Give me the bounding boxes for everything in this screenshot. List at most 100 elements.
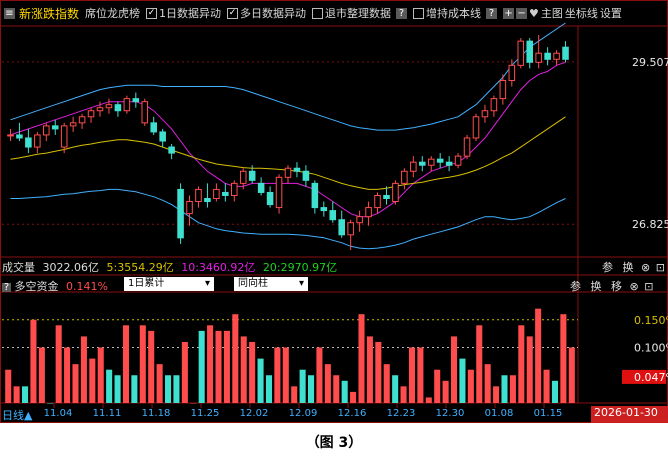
- date-tick-label: 01.08: [485, 408, 514, 419]
- candle-body: [499, 79, 507, 100]
- checkbox-checked-icon[interactable]: ✓: [146, 7, 158, 19]
- flow-bar: [417, 347, 424, 403]
- flow-bar: [173, 375, 180, 403]
- favorite-icon[interactable]: ♥: [529, 6, 539, 20]
- volume-param-button[interactable]: 参: [602, 261, 613, 274]
- flow-bar: [333, 375, 340, 403]
- flow-bar: [316, 347, 323, 403]
- accumulation-select[interactable]: 1日累计 ▾: [124, 277, 214, 291]
- zoom-controls: + − ♥ 主图 坐标线 设置: [503, 5, 622, 21]
- help-icon[interactable]: ?: [396, 7, 408, 19]
- candle-body: [526, 40, 533, 63]
- date-tick-label: 11.04: [44, 408, 73, 419]
- toolbar-item-label: 席位龙虎榜: [85, 7, 141, 20]
- zoom-out-icon[interactable]: −: [516, 7, 528, 19]
- checkbox-checked-icon[interactable]: ✓: [227, 7, 239, 19]
- volume-ma10: 10:3460.92亿: [181, 261, 256, 274]
- volume-switch-button[interactable]: 换: [622, 261, 634, 274]
- flow-bar: [442, 380, 449, 403]
- flow-bar: [299, 369, 306, 403]
- toolbar-item-holding-cost[interactable]: 增持成本线 ?: [413, 5, 498, 21]
- flow-bar: [38, 347, 45, 403]
- candle-body: [356, 216, 363, 224]
- bar-mode-select-value: 同向柱: [238, 278, 268, 289]
- date-tick-label: 11.25: [191, 408, 220, 419]
- volume-total: 3022.06亿: [42, 261, 100, 274]
- flow-bar: [400, 386, 407, 403]
- chart-menu-icon[interactable]: ≡: [4, 7, 15, 19]
- date-tick-label: 11.11: [93, 408, 122, 419]
- ma-line-upper: [10, 22, 566, 131]
- flow-bar: [383, 364, 390, 403]
- date-tick-label: 01.15: [534, 408, 563, 419]
- figure-caption: （图 3）: [305, 435, 363, 451]
- candle-body: [320, 207, 328, 212]
- toolbar-item-seat-ranking[interactable]: 席位龙虎榜: [85, 5, 140, 21]
- flow-bar: [358, 314, 365, 403]
- volume-maximize-icon[interactable]: ⊡: [655, 261, 665, 274]
- axis-line-button[interactable]: 坐标线: [564, 7, 598, 20]
- flow-bar: [139, 325, 146, 403]
- flow-bar: [232, 314, 239, 403]
- date-tick-label: 12.30: [436, 408, 465, 419]
- settings-button[interactable]: 设置: [599, 7, 622, 20]
- date-tick-label: 12.16: [338, 408, 367, 419]
- flow-bar: [30, 319, 37, 403]
- flow-param-button[interactable]: 参: [570, 280, 581, 293]
- toolbar-item-multiday-anomaly[interactable]: ✓ 多日数据异动: [227, 5, 306, 21]
- flow-bar: [408, 347, 415, 403]
- period-selector[interactable]: 日线▲: [2, 409, 33, 422]
- flow-bar: [13, 386, 20, 403]
- flow-bar: [493, 386, 500, 403]
- toolbar-item-label: 增持成本线: [426, 7, 482, 20]
- candle-body: [43, 125, 50, 136]
- zoom-in-icon[interactable]: +: [503, 7, 515, 19]
- help-icon[interactable]: ?: [486, 7, 498, 19]
- flow-menu-icon[interactable]: ?: [2, 282, 11, 293]
- flow-maximize-icon[interactable]: ⊡: [644, 280, 654, 293]
- toolbar-item-delisting-data[interactable]: 退市整理数据 ?: [312, 5, 408, 21]
- flow-bar: [324, 364, 331, 403]
- candle-body: [159, 131, 166, 142]
- bar-mode-select[interactable]: 同向柱 ▾: [234, 277, 308, 291]
- candle-body: [293, 167, 301, 172]
- candle-body: [266, 191, 274, 206]
- flow-bar: [392, 375, 399, 403]
- flow-current-bg: [622, 369, 666, 384]
- candle-body: [132, 98, 140, 103]
- flow-bar: [97, 347, 104, 403]
- volume-close-icon[interactable]: ⊗: [641, 261, 651, 274]
- candle-body: [150, 122, 157, 133]
- candle-body: [311, 182, 319, 209]
- candle-body: [374, 194, 381, 209]
- candle-body: [427, 158, 435, 166]
- candle-body: [239, 170, 247, 184]
- toolbar-item-label: 退市整理数据: [325, 7, 392, 20]
- checkbox-unchecked-icon[interactable]: [312, 7, 324, 19]
- candle-body: [204, 198, 211, 203]
- flow-close-icon[interactable]: ⊗: [629, 280, 639, 293]
- flow-bar: [535, 308, 542, 403]
- toolbar-item-1day-anomaly[interactable]: ✓ 1日数据异动: [146, 5, 221, 21]
- candle-body: [401, 170, 408, 184]
- date-tick-label: 12.23: [387, 408, 416, 419]
- candle-body: [177, 188, 184, 239]
- flow-bar: [80, 336, 87, 403]
- flow-bar: [291, 386, 298, 403]
- candle-body: [284, 167, 292, 178]
- flow-bar: [518, 325, 525, 403]
- flow-bar: [22, 386, 29, 403]
- current-date-label: 2026-01-30 五: [591, 406, 668, 423]
- flow-bar: [72, 364, 79, 403]
- indicator-title: 新涨跌指数: [19, 6, 80, 21]
- flow-value: 0.141%: [66, 280, 108, 293]
- main-chart-button[interactable]: 主图: [540, 7, 563, 20]
- flow-move-button[interactable]: 移: [611, 280, 622, 293]
- flow-bar: [434, 369, 441, 403]
- flow-bar: [47, 403, 54, 404]
- candle-body: [141, 101, 149, 124]
- flow-switch-button[interactable]: 换: [590, 280, 602, 293]
- flow-bar: [198, 330, 205, 403]
- candle-body: [87, 110, 95, 118]
- checkbox-unchecked-icon[interactable]: [413, 7, 425, 19]
